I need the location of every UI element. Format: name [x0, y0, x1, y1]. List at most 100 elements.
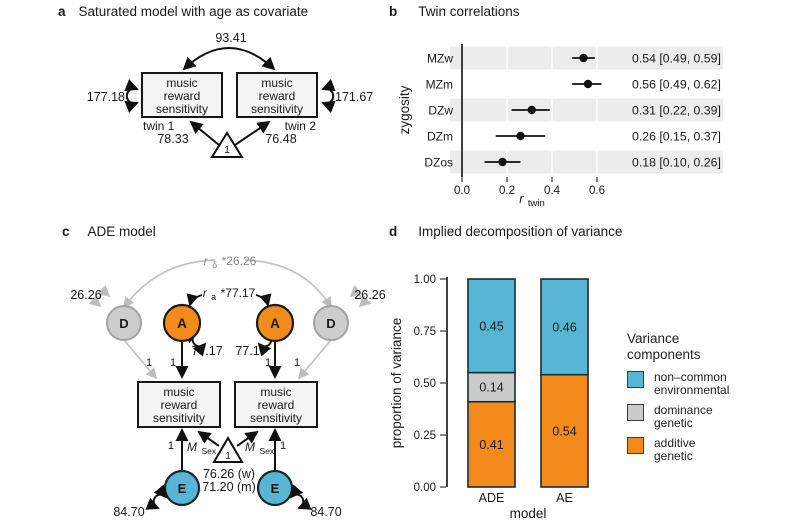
box-line: reward — [259, 89, 296, 103]
bar-ytick-label: 0.00 — [414, 482, 436, 494]
box-line: music — [163, 385, 194, 399]
box-line: music — [166, 76, 197, 90]
d-variance-left-value: 26.26 — [70, 288, 101, 302]
a-variance-left-value: 77.17 — [191, 344, 222, 358]
forest-row-label: DZos — [424, 156, 453, 170]
panel-d-title: Implied decomposition of variance — [418, 224, 623, 239]
forest-band — [450, 150, 723, 174]
bar-value-label: 0.46 — [552, 320, 576, 334]
forest-tick-label: 0.0 — [454, 185, 470, 197]
bar-ytick-label: 0.25 — [414, 430, 436, 442]
e-variance-right-value: 84.70 — [310, 505, 341, 519]
mean-path-twin1 — [189, 120, 220, 146]
mean-path-right — [236, 430, 259, 447]
msex-right-label: M Sex — [245, 438, 275, 456]
bar-plot-area: 1.00 0.75 0.50 0.25 0.00 0.41 0.14 0.45 ADE 0.54 0… — [414, 274, 589, 505]
legend-swatch-dominance — [627, 403, 644, 421]
dominance-cov-arc-right — [244, 259, 332, 309]
ra-prefix: r — [203, 286, 208, 300]
e-variance-loop-left — [145, 484, 168, 510]
forest-band — [450, 98, 723, 122]
legend-title: Variance components — [627, 331, 701, 362]
panel-a-tag: a — [58, 4, 66, 19]
a-latent-right — [255, 303, 295, 343]
forest-value-label: 0.18 [0.10, 0.26] — [632, 156, 721, 170]
e-path-left-coef: 1 — [168, 440, 174, 452]
d-path-right-coef: 1 — [294, 357, 300, 369]
panel-b-tag: b — [389, 4, 398, 19]
msex-sub: Sex — [259, 446, 274, 456]
box-line: music — [261, 76, 292, 90]
panel-b-header: b Twin correlations — [389, 4, 520, 19]
box-line: reward — [258, 398, 295, 412]
bar-segment — [540, 373, 589, 488]
msex-sub: Sex — [201, 446, 216, 456]
bar-category-label: AE — [556, 491, 573, 505]
panel-c-tag: c — [62, 224, 70, 239]
twin2-label: twin 2 — [285, 119, 317, 133]
mean-twin1-value: 78.33 — [157, 132, 188, 146]
bar-ytick-label: 0.50 — [414, 378, 436, 390]
variance-loop-twin2 — [321, 78, 336, 114]
d-latent-left-label: D — [119, 316, 128, 331]
constant-triangle-label: 1 — [224, 144, 230, 156]
panel-b-forest-plot: zygosity MZw 0.54 [0.49, 0.59] MZm 0.56 [0.… — [397, 44, 723, 209]
panel-d-header: d Implied decomposition of variance — [389, 224, 622, 239]
legend-entry-environmental: non–common environmental — [627, 369, 797, 398]
legend-label: non–common environmental — [654, 369, 730, 398]
box-line: reward — [164, 89, 201, 103]
a-path-right-coef: 1 — [265, 357, 271, 369]
a-variance-right-value: 77.17 — [235, 344, 266, 358]
additive-cov-label: r a *77.17 — [203, 284, 256, 304]
variance-twin1-value: 177.18 — [87, 90, 125, 104]
rd-prefix: r — [204, 254, 209, 268]
twin1-label: twin 1 — [143, 119, 175, 133]
bar-segment — [467, 371, 516, 403]
bar-segment — [467, 400, 516, 488]
forest-row-label: MZm — [426, 78, 453, 92]
d-variance-loop-left — [88, 285, 111, 308]
legend-label-line: dominance — [654, 402, 713, 417]
forest-xlabel-sub: twin — [528, 198, 545, 209]
mean-path-left — [197, 430, 220, 447]
phenotype-box-twin1 — [137, 381, 221, 428]
msex-left-label: M Sex — [187, 438, 217, 456]
mean-women-value: 76.26 (w) — [203, 467, 255, 481]
mean-men-value: 71.20 (m) — [202, 480, 256, 494]
d-latent-left — [106, 305, 142, 341]
constant-triangle — [212, 436, 244, 463]
forest-estimate-dot — [527, 105, 536, 115]
legend-label-line: non–common — [654, 369, 727, 384]
bar-category-label: ADE — [479, 491, 505, 505]
variance-legend: Variance components non–common environme… — [627, 331, 797, 469]
panel-a-diagram: 93.41 music reward sensitivity music rew… — [87, 31, 373, 158]
e-variance-left-value: 84.70 — [113, 505, 144, 519]
bar-segment — [467, 278, 516, 374]
forest-y-axis-label: zygosity — [397, 85, 412, 134]
legend-label: additive genetic — [654, 436, 695, 464]
cross-twin-covariance-value: 93.41 — [215, 31, 246, 45]
box-line: sensitivity — [153, 411, 205, 425]
panel-c-header: c ADE model — [62, 224, 156, 239]
legend-entry-additive: additive genetic — [627, 436, 797, 464]
d-latent-right-label: D — [326, 316, 335, 331]
d-path-left — [123, 339, 158, 380]
box-line: reward — [161, 398, 198, 412]
box-line: music — [260, 385, 291, 399]
a-latent-right-label: A — [270, 316, 280, 331]
msex-prefix: M — [187, 440, 197, 454]
panel-c-diagram: r δ *26.26 r a *77.17 26.26 26.26 1 1 1 … — [70, 254, 385, 519]
legend-label-line: environmental — [654, 383, 730, 398]
a-latent-left-label: A — [177, 316, 187, 331]
dominance-cov-arc-left — [122, 259, 216, 309]
d-variance-loop-right — [349, 285, 372, 308]
mean-twin2-value: 76.48 — [265, 132, 296, 146]
ra-rest: *77.17 — [221, 286, 256, 300]
d-variance-right-value: 26.26 — [354, 288, 385, 302]
bar-x-axis-label: model — [510, 506, 547, 521]
box-line: sensitivity — [156, 102, 208, 116]
box-line: sensitivity — [250, 411, 302, 425]
bar-value-label: 0.41 — [479, 438, 503, 452]
phenotype-box-twin2 — [234, 381, 318, 428]
